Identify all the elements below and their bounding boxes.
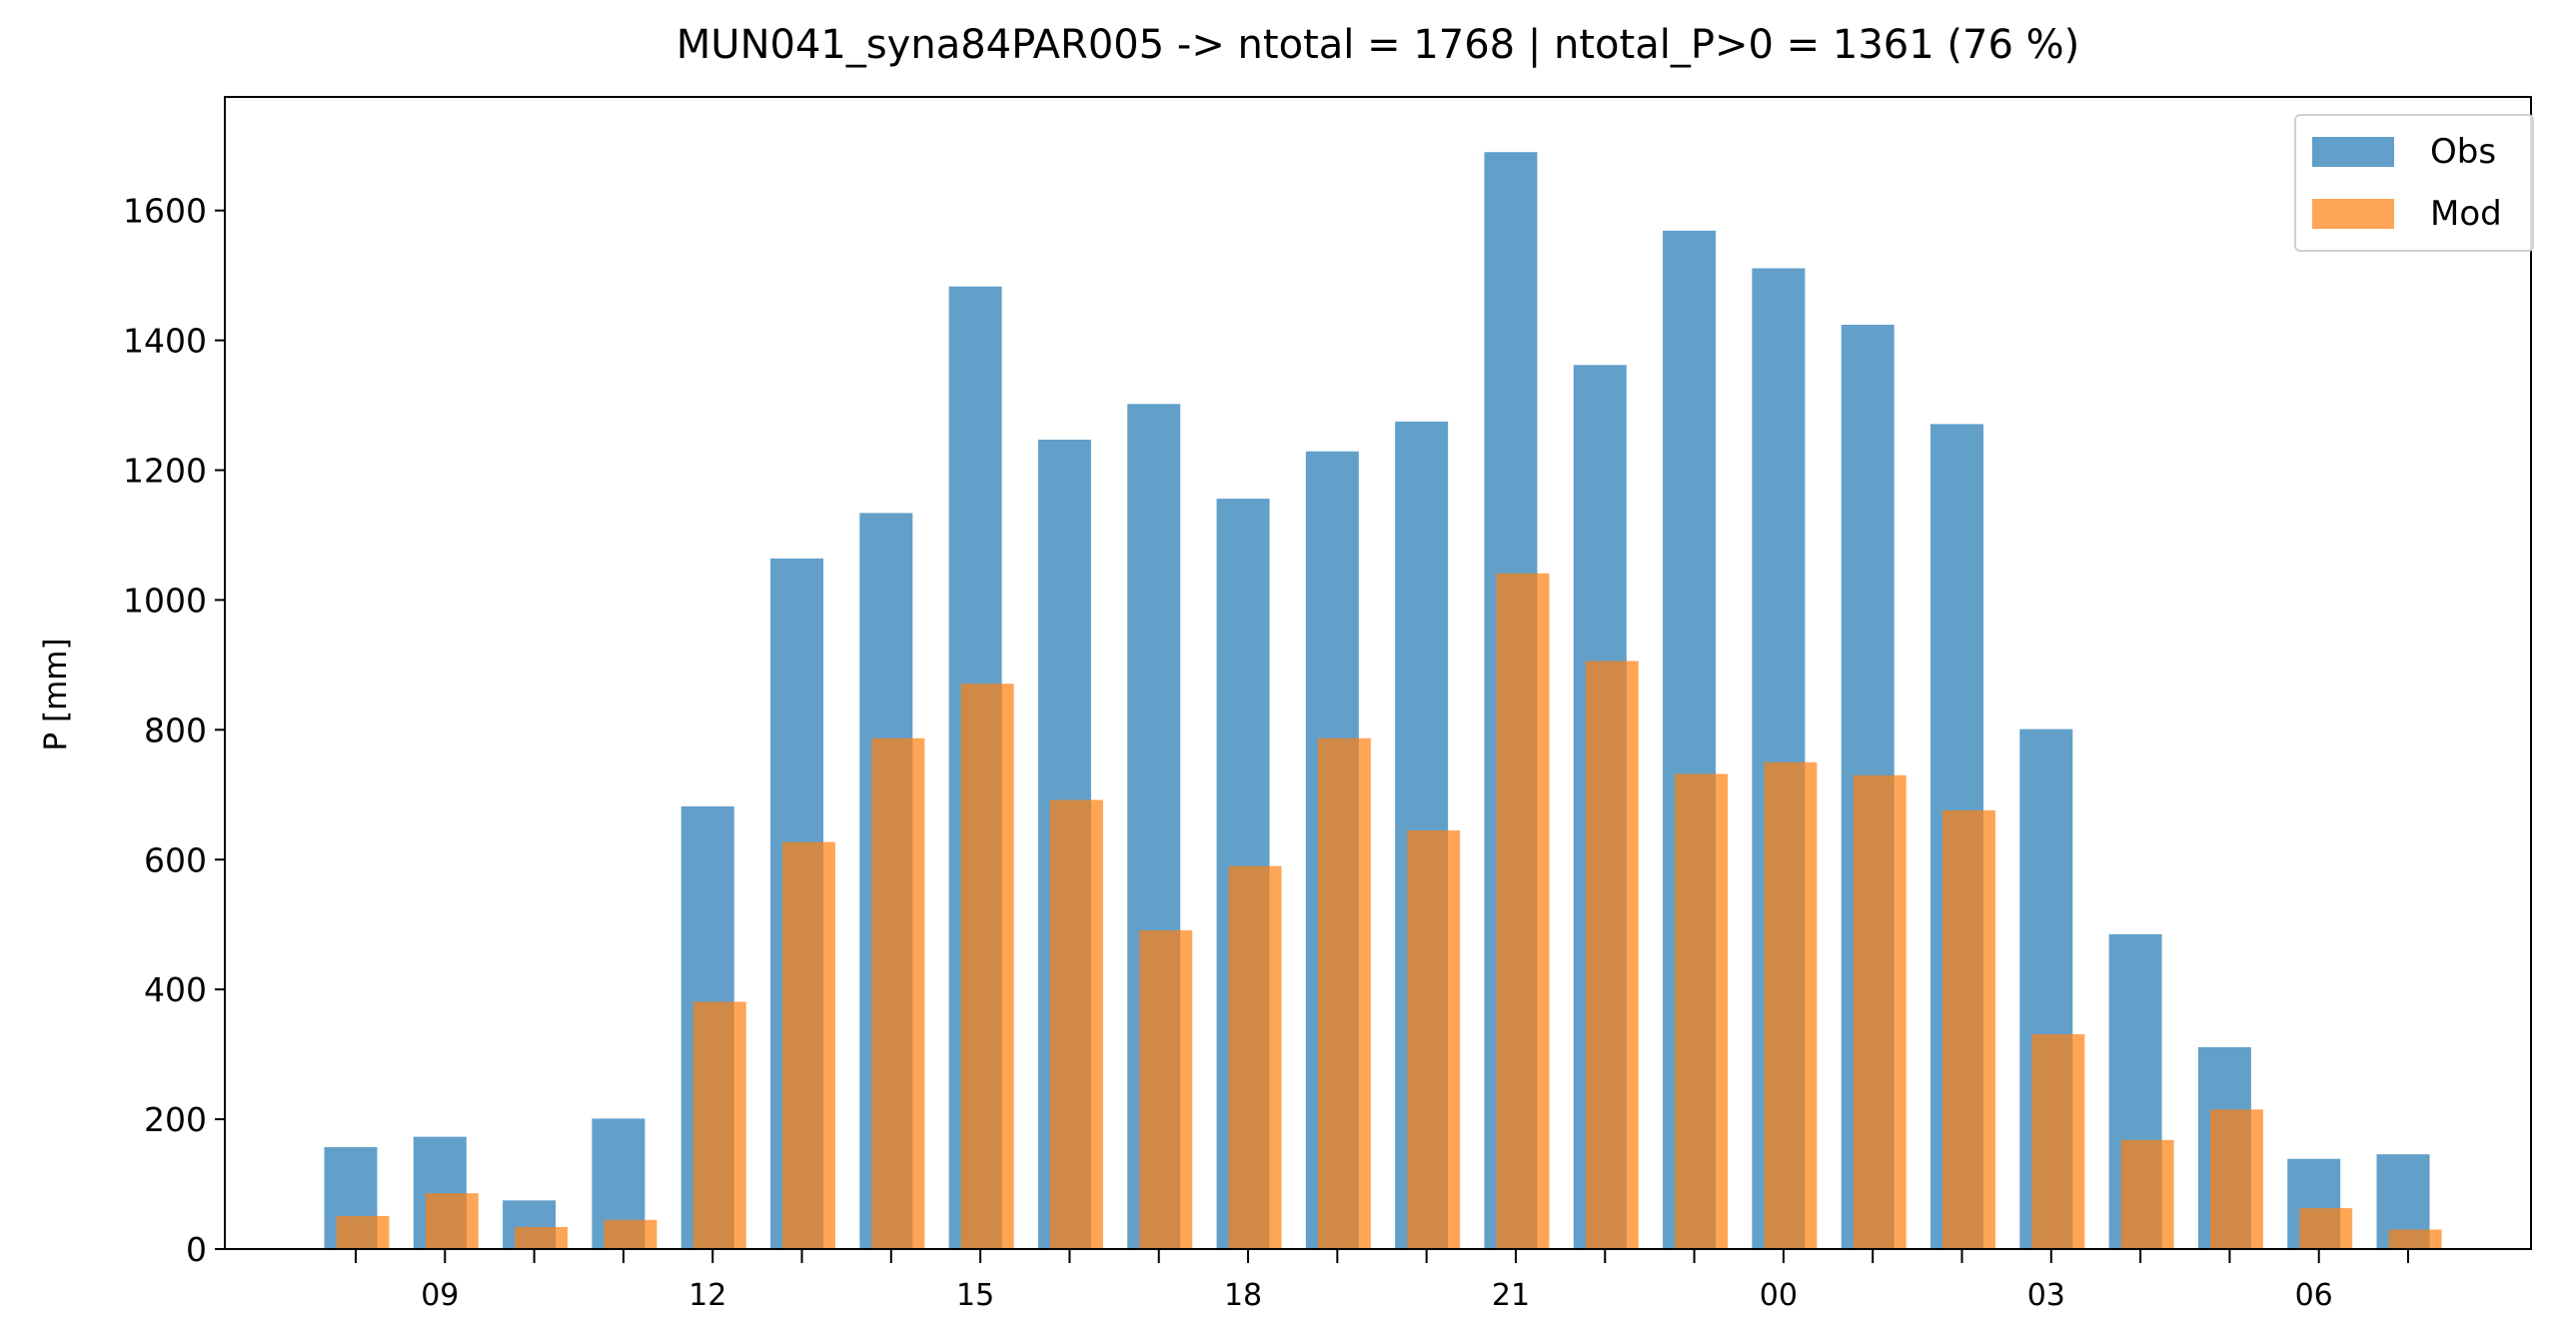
x-tick-label-12: 12 [688, 1278, 726, 1313]
bar-mod-18 [1228, 865, 1282, 1249]
y-tick-label-400: 400 [144, 970, 207, 1009]
x-tick-label-06: 06 [2295, 1278, 2333, 1313]
bar-mod-05 [2209, 1109, 2263, 1249]
bar-mod-16 [1049, 799, 1103, 1249]
legend: Obs Mod [2294, 114, 2534, 252]
x-tick-label-00: 00 [1760, 1278, 1798, 1313]
bar-mod-21 [1496, 573, 1550, 1249]
x-tick-label-21: 21 [1492, 1278, 1530, 1313]
bar-mod-20 [1407, 830, 1461, 1249]
bar-mod-01 [1853, 774, 1907, 1249]
legend-label-mod: Mod [2430, 194, 2502, 234]
bar-mod-15 [960, 683, 1014, 1249]
chart-title: MUN041_syna84PAR005 -> ntotal = 1768 | n… [675, 22, 2080, 68]
y-tick-label-1600: 1600 [123, 192, 207, 231]
bar-mod-09 [425, 1193, 479, 1249]
y-tick-label-1000: 1000 [123, 581, 207, 620]
legend-item-mod: Mod [2312, 194, 2502, 234]
x-tick-label-03: 03 [2027, 1278, 2065, 1313]
bar-mod-11 [604, 1219, 657, 1249]
bar-mod-04 [2120, 1139, 2174, 1249]
y-tick-label-1400: 1400 [123, 322, 207, 361]
legend-label-obs: Obs [2430, 132, 2497, 172]
bar-mod-12 [692, 1001, 746, 1249]
bar-mod-17 [1139, 930, 1193, 1249]
bar-mod-06 [2299, 1208, 2353, 1249]
x-tick-label-15: 15 [956, 1278, 994, 1313]
y-tick-label-0: 0 [186, 1230, 207, 1269]
bar-mod-23 [1675, 773, 1729, 1249]
bar-mod-10 [515, 1226, 569, 1249]
y-tick-label-600: 600 [144, 840, 207, 879]
bar-mod-14 [871, 737, 925, 1249]
bar-mod-13 [782, 841, 836, 1249]
bar-mod-08 [336, 1215, 390, 1249]
bar-mod-03 [2031, 1033, 2085, 1249]
bar-mod-00 [1764, 761, 1818, 1249]
y-tick-label-800: 800 [144, 710, 207, 749]
y-tick-label-1200: 1200 [123, 452, 207, 491]
bar-mod-22 [1585, 661, 1639, 1249]
bar-mod-07 [2388, 1229, 2442, 1249]
bar-mod-02 [1941, 809, 1995, 1249]
legend-swatch-mod [2312, 199, 2394, 229]
x-tick-label-18: 18 [1224, 1278, 1262, 1313]
legend-swatch-obs [2312, 137, 2394, 167]
bar-mod-19 [1317, 737, 1371, 1249]
x-tick-label-09: 09 [421, 1278, 459, 1313]
legend-item-obs: Obs [2312, 132, 2496, 172]
plot-frame [224, 96, 2532, 1250]
y-tick-label-200: 200 [144, 1100, 207, 1139]
